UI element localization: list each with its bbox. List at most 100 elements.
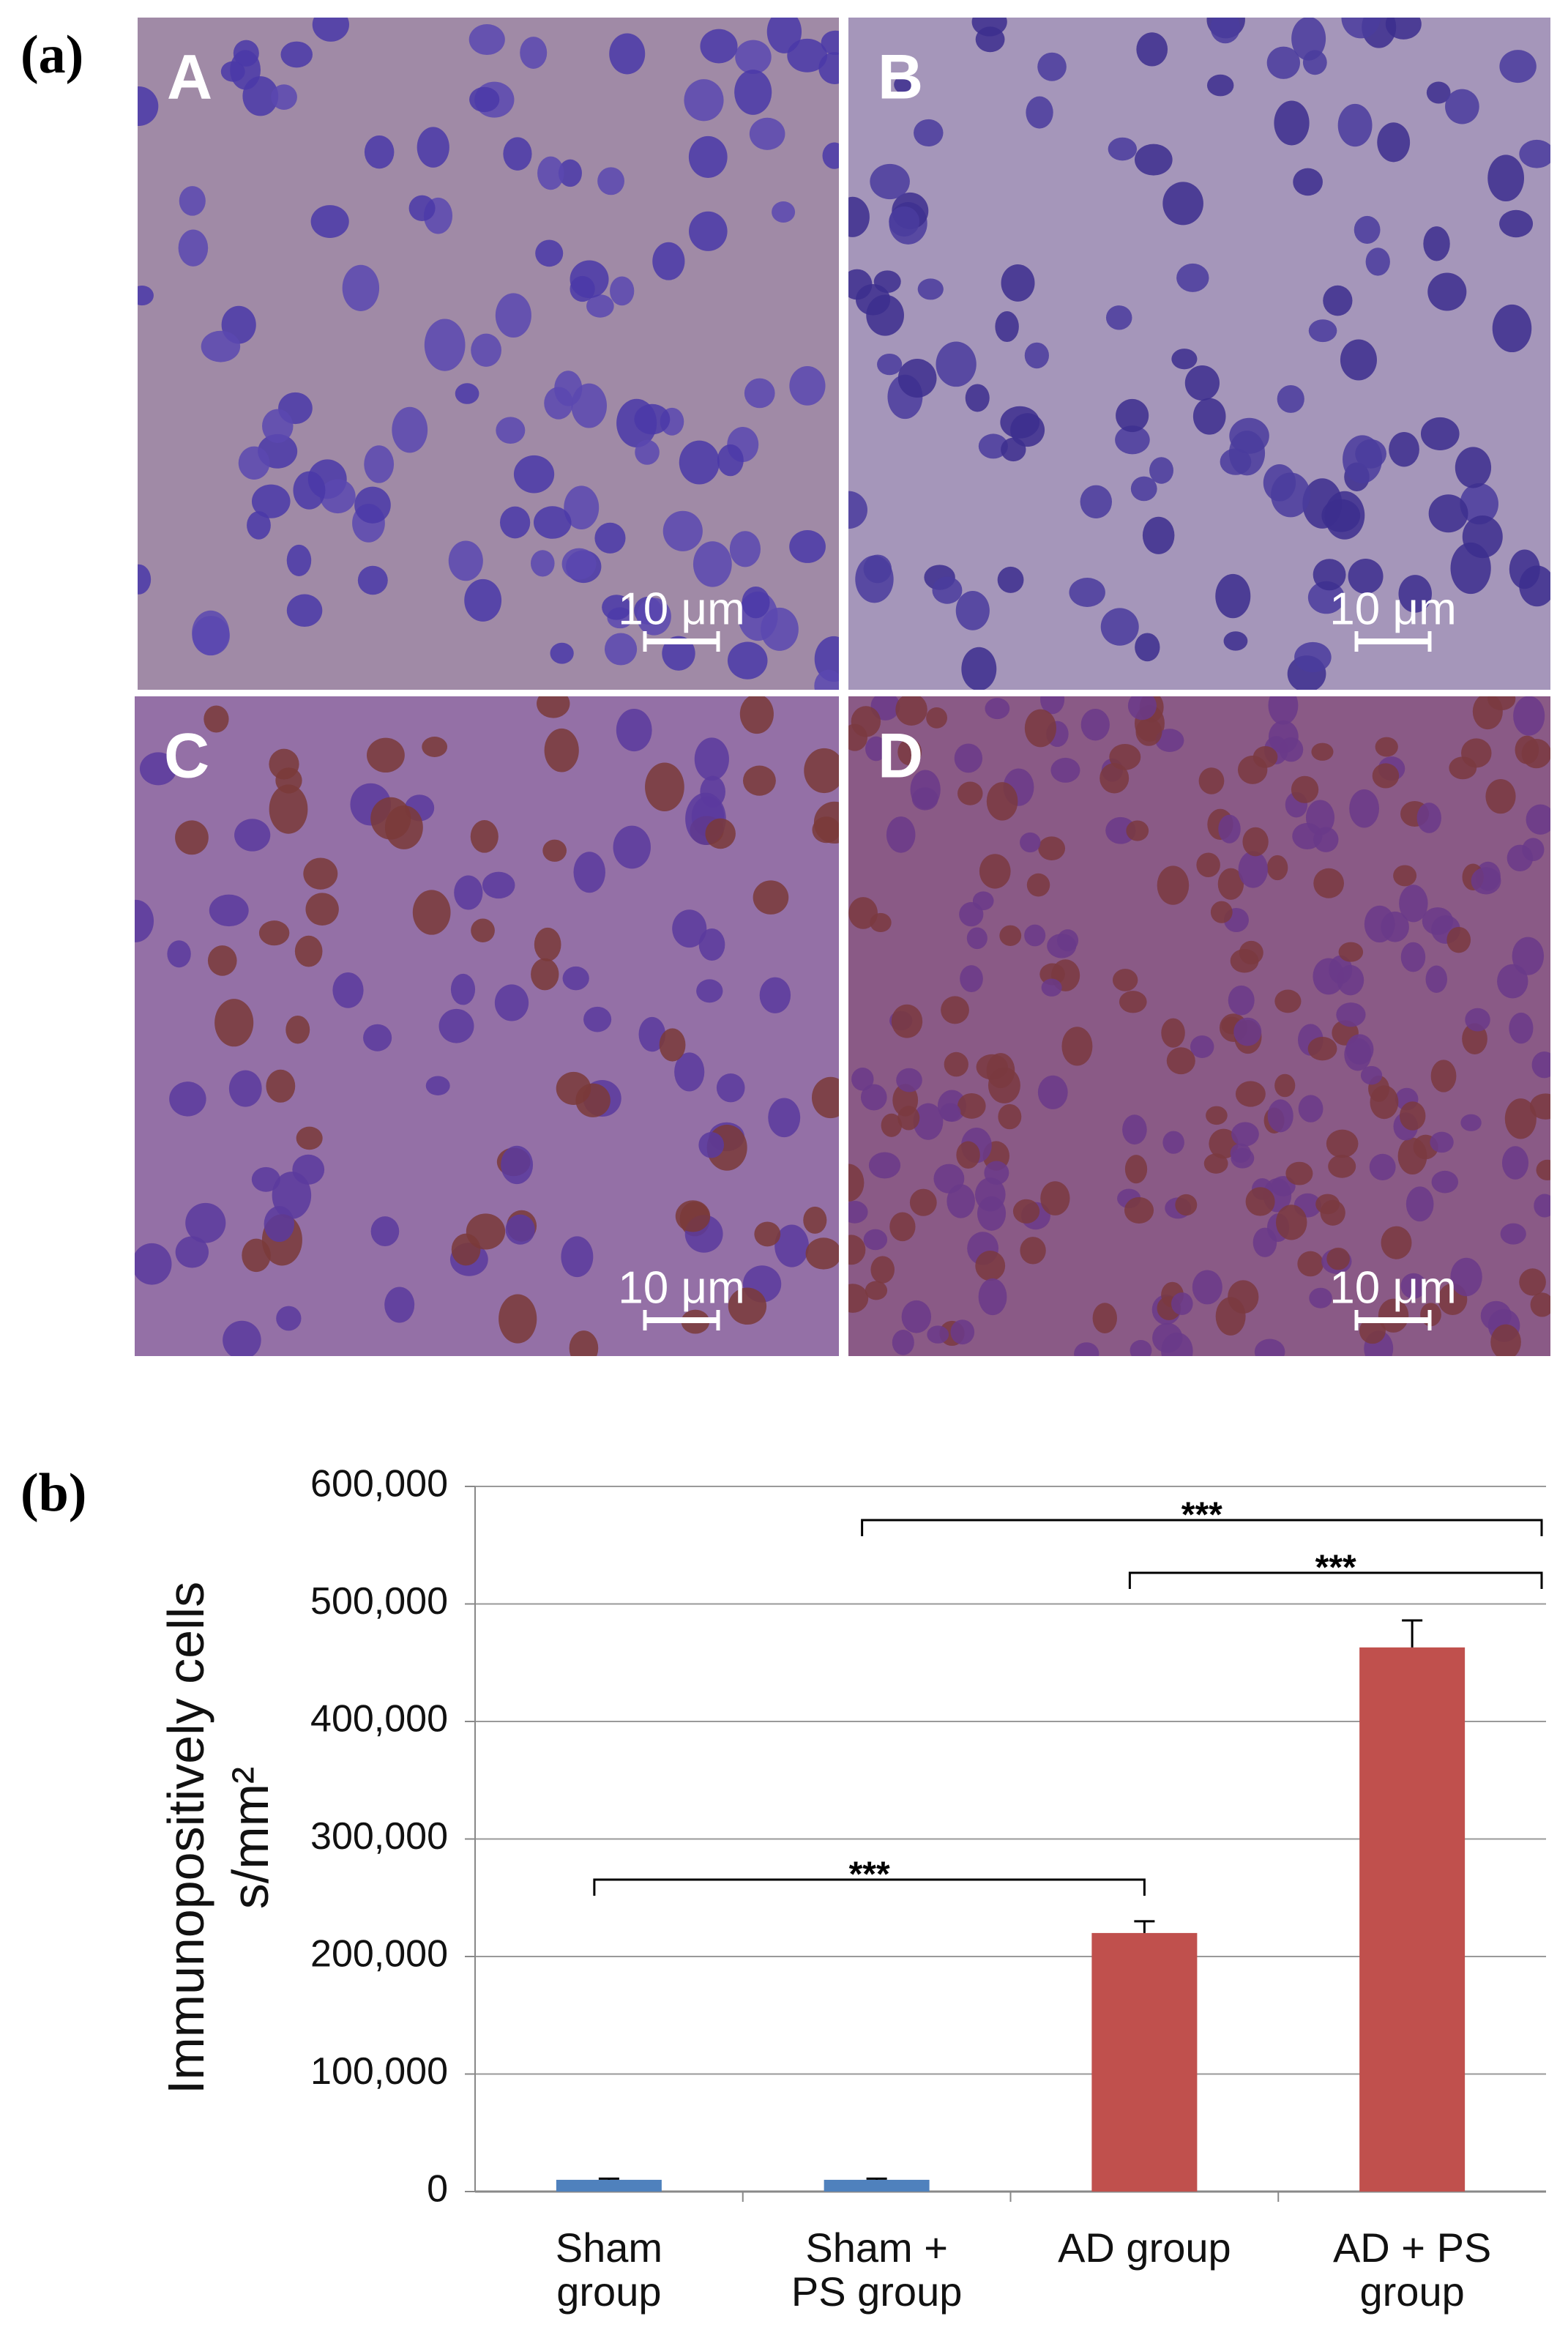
cell-nucleus xyxy=(932,576,963,604)
cell-nucleus xyxy=(1198,767,1225,794)
cell-nucleus xyxy=(960,965,983,992)
cell-nucleus xyxy=(464,578,502,622)
cell-nucleus xyxy=(1001,264,1035,302)
cell-nucleus xyxy=(1337,103,1373,147)
cell-nucleus xyxy=(851,706,881,737)
cell-nucleus xyxy=(392,406,428,453)
cell-nucleus xyxy=(1530,1292,1550,1317)
cell-nucleus xyxy=(1275,1205,1307,1240)
cell-nucleus xyxy=(1326,1247,1350,1270)
cell-nucleus xyxy=(286,544,312,576)
cell-nucleus xyxy=(972,891,994,911)
cell-nucleus xyxy=(984,1161,1009,1185)
scale-bar-label: 10 μm xyxy=(1329,584,1457,634)
y-axis-label: Immunopositively cells s/mm² xyxy=(157,1582,279,2094)
cell-nucleus xyxy=(135,899,154,942)
cell-nucleus xyxy=(138,285,154,306)
error-bar xyxy=(1402,1619,1423,1648)
cell-nucleus xyxy=(1285,1161,1313,1185)
cell-nucleus xyxy=(471,918,495,943)
cell-nucleus xyxy=(228,1070,262,1107)
cell-nucleus xyxy=(303,857,338,890)
cell-nucleus xyxy=(1108,137,1138,161)
cell-nucleus xyxy=(1041,978,1062,997)
cell-nucleus xyxy=(1485,779,1516,814)
cell-nucleus xyxy=(1228,431,1266,476)
cell-nucleus xyxy=(293,471,326,510)
cell-nucleus xyxy=(192,616,230,656)
cell-nucleus xyxy=(848,1235,866,1265)
cell-nucleus xyxy=(851,1068,874,1091)
cell-nucleus xyxy=(513,455,555,494)
cell-nucleus xyxy=(868,1152,901,1179)
cell-nucleus xyxy=(242,76,279,116)
cell-nucleus xyxy=(1465,1008,1490,1032)
cell-nucleus xyxy=(1536,1159,1550,1181)
cell-nucleus xyxy=(1360,1065,1383,1085)
cell-nucleus xyxy=(700,29,738,64)
cell-nucleus xyxy=(897,1106,920,1131)
cell-nucleus xyxy=(138,564,152,595)
cell-nucleus xyxy=(1426,81,1451,104)
scale-bar-label: 10 μm xyxy=(618,1262,745,1313)
cell-nucleus xyxy=(1430,1131,1454,1153)
micrograph xyxy=(848,18,1550,690)
cell-nucleus xyxy=(204,705,229,733)
cell-nucleus xyxy=(1313,827,1339,852)
cell-nucleus xyxy=(749,117,785,150)
cell-nucleus xyxy=(813,801,839,844)
cell-nucleus xyxy=(1124,1196,1154,1224)
cell-nucleus xyxy=(865,736,887,762)
cell-nucleus xyxy=(1127,696,1157,721)
cell-nucleus xyxy=(455,383,479,404)
cell-nucleus xyxy=(910,770,941,810)
cell-nucleus xyxy=(1340,339,1377,381)
cell-nucleus xyxy=(520,37,548,69)
cell-nucleus xyxy=(1252,1227,1277,1257)
cell-nucleus xyxy=(1399,885,1428,923)
cell-nucleus xyxy=(1294,641,1332,673)
cell-nucleus xyxy=(716,1073,745,1103)
cell-nucleus xyxy=(422,737,448,757)
cell-nucleus xyxy=(1512,937,1545,975)
cell-nucleus xyxy=(848,1200,868,1224)
panel-label: (a) xyxy=(20,25,83,85)
cell-nucleus xyxy=(1405,1186,1434,1222)
cell-nucleus xyxy=(1500,1223,1526,1245)
cell-nucleus xyxy=(897,359,937,398)
cell-nucleus xyxy=(531,550,555,577)
cell-nucleus xyxy=(1116,398,1149,433)
cell-nucleus xyxy=(175,820,209,855)
cell-nucleus xyxy=(1218,814,1241,844)
significance-bracket xyxy=(593,1878,1146,1896)
cell-nucleus xyxy=(1254,1339,1285,1356)
cell-nucleus xyxy=(689,211,728,251)
cell-nucleus xyxy=(597,167,624,196)
cell-nucleus xyxy=(873,270,901,294)
cell-nucleus xyxy=(499,1294,537,1344)
cell-nucleus xyxy=(354,486,391,524)
cell-nucleus xyxy=(1302,50,1327,75)
y-tick-label: 400,000 xyxy=(310,1698,448,1741)
cell-nucleus xyxy=(1266,46,1300,79)
cell-nucleus xyxy=(1378,1298,1409,1333)
scale-bar-label: 10 μm xyxy=(1329,1262,1457,1313)
cell-nucleus xyxy=(662,510,703,551)
cell-nucleus xyxy=(638,1016,666,1052)
cell-nucleus xyxy=(1217,868,1244,900)
cell-nucleus xyxy=(1509,549,1540,589)
cell-nucleus xyxy=(1047,934,1077,958)
cell-nucleus xyxy=(672,909,707,948)
cell-nucleus xyxy=(570,275,595,302)
cell-nucleus xyxy=(1515,735,1539,764)
cell-nucleus xyxy=(251,1166,280,1192)
cell-nucleus xyxy=(384,805,423,849)
cell-nucleus xyxy=(977,1196,1007,1231)
cell-nucleus xyxy=(705,818,736,849)
cell-nucleus xyxy=(1196,852,1220,877)
micrograph-background xyxy=(848,696,1550,1356)
cell-nucleus xyxy=(1245,1187,1275,1216)
cell-nucleus xyxy=(1161,1018,1185,1048)
cell-nucleus xyxy=(573,852,605,893)
significance-label: *** xyxy=(1181,1496,1222,1535)
